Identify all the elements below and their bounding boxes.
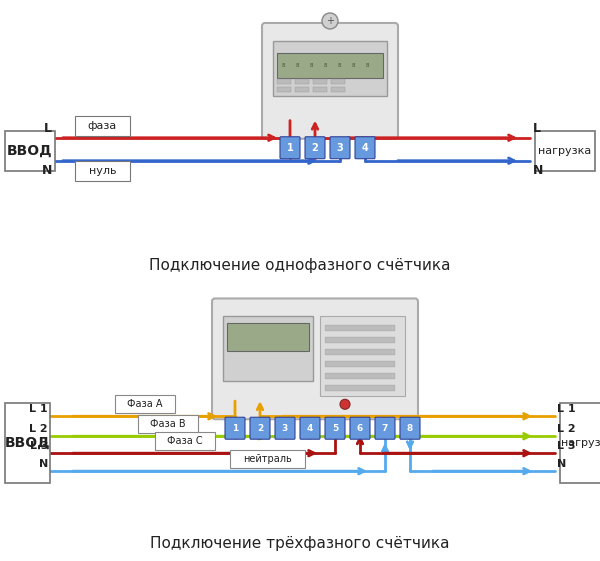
FancyBboxPatch shape: [250, 417, 270, 439]
Bar: [295, 87, 309, 92]
Text: 8: 8: [351, 63, 355, 68]
Text: L: L: [533, 122, 541, 135]
FancyBboxPatch shape: [350, 417, 370, 439]
FancyBboxPatch shape: [225, 417, 245, 439]
Circle shape: [340, 399, 350, 410]
Bar: [115, 396, 175, 413]
Circle shape: [322, 13, 338, 29]
Text: 3: 3: [337, 142, 343, 153]
Text: N: N: [39, 459, 48, 469]
Text: L 3: L 3: [29, 441, 48, 451]
FancyBboxPatch shape: [212, 298, 418, 419]
Text: 8: 8: [295, 63, 299, 68]
Text: +: +: [326, 16, 334, 26]
Text: N: N: [41, 164, 52, 177]
Text: 8: 8: [407, 424, 413, 433]
Text: ВВОД: ВВОД: [5, 436, 50, 450]
Text: 8: 8: [365, 63, 369, 68]
Text: 2: 2: [311, 142, 319, 153]
Bar: [331, 79, 345, 84]
Text: Фаза С: Фаза С: [167, 436, 203, 446]
FancyBboxPatch shape: [355, 137, 375, 159]
Text: нейтраль: нейтраль: [243, 454, 292, 464]
Text: 6: 6: [357, 424, 363, 433]
FancyBboxPatch shape: [375, 417, 395, 439]
Text: L 2: L 2: [29, 424, 48, 434]
Text: 8: 8: [281, 63, 285, 68]
Bar: [325, 337, 395, 343]
Bar: [273, 41, 387, 96]
FancyBboxPatch shape: [400, 417, 420, 439]
Text: нуль: нуль: [89, 165, 116, 176]
Text: L 1: L 1: [29, 404, 48, 414]
Text: 8: 8: [309, 63, 313, 68]
Text: нагрузка: нагрузка: [561, 438, 600, 448]
Bar: [155, 432, 215, 450]
Text: 8: 8: [323, 63, 327, 68]
Bar: [230, 450, 305, 468]
FancyBboxPatch shape: [262, 23, 398, 139]
Bar: [75, 160, 130, 181]
Text: 4: 4: [362, 142, 368, 153]
FancyBboxPatch shape: [325, 417, 345, 439]
Text: L: L: [44, 122, 52, 135]
FancyBboxPatch shape: [300, 417, 320, 439]
Text: 4: 4: [307, 424, 313, 433]
Text: 1: 1: [287, 142, 293, 153]
Text: 1: 1: [232, 424, 238, 433]
Bar: [325, 350, 395, 355]
Text: 2: 2: [257, 424, 263, 433]
Text: L 1: L 1: [557, 404, 575, 414]
Bar: [320, 316, 405, 396]
Text: фаза: фаза: [88, 121, 117, 131]
Bar: [331, 87, 345, 92]
Bar: [223, 316, 313, 381]
FancyBboxPatch shape: [305, 137, 325, 159]
Text: Фаза А: Фаза А: [127, 399, 163, 410]
Text: Подключение однофазного счётчика: Подключение однофазного счётчика: [149, 258, 451, 273]
Bar: [277, 79, 291, 84]
Bar: [535, 131, 595, 171]
Bar: [325, 361, 395, 367]
FancyBboxPatch shape: [275, 417, 295, 439]
Bar: [325, 373, 395, 379]
Text: 8: 8: [337, 63, 341, 68]
FancyBboxPatch shape: [280, 137, 300, 159]
Text: 3: 3: [282, 424, 288, 433]
Bar: [227, 324, 309, 351]
Text: N: N: [533, 164, 544, 177]
Text: 5: 5: [332, 424, 338, 433]
Bar: [5, 403, 50, 483]
FancyBboxPatch shape: [330, 137, 350, 159]
Bar: [75, 116, 130, 136]
Text: L 2: L 2: [557, 424, 575, 434]
Text: Подключение трёхфазного счётчика: Подключение трёхфазного счётчика: [150, 536, 450, 550]
Text: нагрузка: нагрузка: [538, 146, 592, 156]
Bar: [325, 385, 395, 392]
Bar: [138, 415, 198, 433]
Text: ВВОД: ВВОД: [7, 144, 53, 158]
Bar: [313, 79, 327, 84]
Text: N: N: [557, 459, 566, 469]
Bar: [5, 131, 55, 171]
Text: L 3: L 3: [557, 441, 575, 451]
Text: Фаза В: Фаза В: [150, 419, 186, 429]
Bar: [277, 87, 291, 92]
Bar: [277, 53, 383, 78]
Bar: [325, 325, 395, 332]
Bar: [560, 403, 600, 483]
Bar: [313, 87, 327, 92]
Bar: [295, 79, 309, 84]
Text: 7: 7: [382, 424, 388, 433]
